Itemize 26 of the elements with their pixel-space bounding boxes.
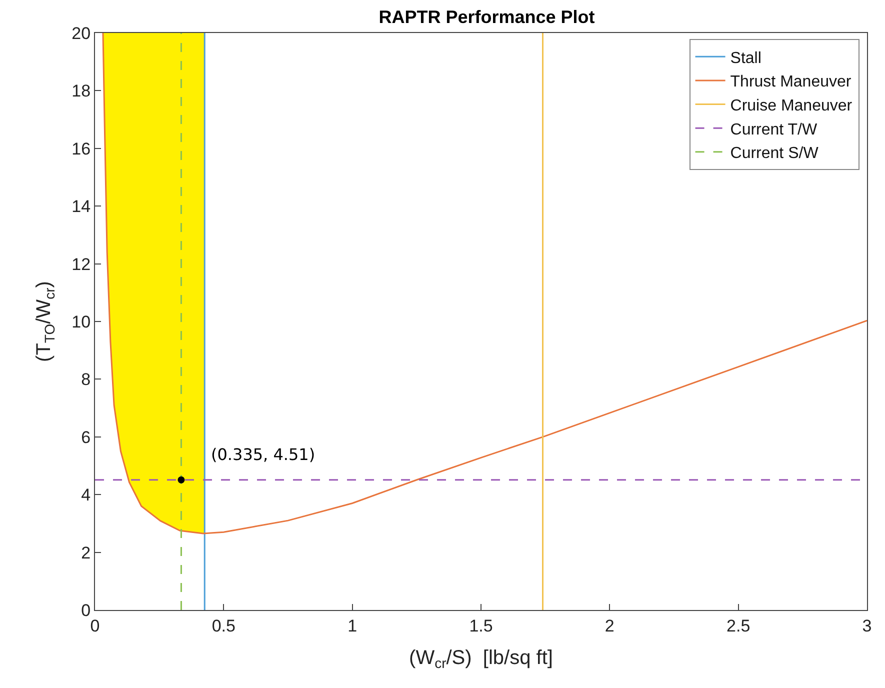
y-tick-label: 10	[72, 312, 91, 332]
y-tick-label: 20	[72, 24, 91, 43]
y-tick-label: 4	[81, 486, 91, 505]
legend-label: Current T/W	[730, 121, 818, 138]
y-tick-label: 2	[81, 543, 91, 562]
y-tick-label: 14	[72, 197, 91, 216]
legend-label: Cruise Maneuver	[730, 98, 853, 115]
y-tick-label: 8	[81, 370, 91, 390]
x-tick-label: 3	[862, 616, 872, 636]
x-tick-label: 2	[604, 616, 614, 636]
x-axis-title: (W$_{cr}$/S) [lb/sq ft]	[409, 646, 553, 672]
legend-label: Stall	[730, 50, 762, 67]
y-tick-label: 12	[72, 254, 91, 274]
x-tick-label: 0.5	[212, 616, 236, 636]
y-tick-label: 16	[72, 139, 91, 158]
y-tick-label: 0	[81, 600, 91, 620]
line-series	[102, 33, 867, 534]
x-tick-label: 1	[348, 616, 358, 636]
chart-title: RAPTR Performance Plot	[378, 6, 595, 27]
legend-label: Current S/W	[730, 145, 820, 162]
annotation: (0.335, 4.51)	[211, 445, 316, 464]
x-tick-label: 2.5	[726, 616, 750, 636]
x-tick-label: 1.5	[469, 616, 493, 636]
y-tick-label: 6	[81, 428, 91, 447]
legend-label: Thrust Maneuver	[730, 74, 852, 91]
y-tick-label: 18	[72, 82, 91, 101]
